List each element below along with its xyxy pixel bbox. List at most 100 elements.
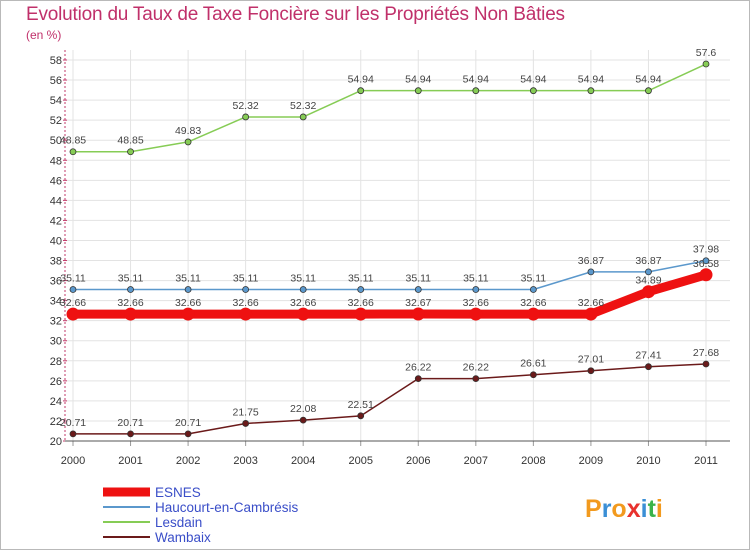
data-point (702, 360, 710, 368)
data-point (472, 87, 480, 95)
data-point (299, 416, 307, 424)
data-point (641, 285, 655, 299)
y-tick-label: 20 (50, 436, 62, 448)
y-tick-label: 24 (50, 396, 62, 408)
data-point (242, 420, 250, 427)
data-label: 54.94 (578, 74, 604, 86)
data-label: 48.85 (117, 135, 143, 147)
data-point (296, 307, 310, 321)
data-point (414, 286, 422, 293)
y-tick-label: 38 (50, 256, 62, 268)
data-point (357, 286, 365, 293)
data-point (184, 430, 192, 438)
axes (63, 50, 730, 446)
data-label: 35.11 (233, 273, 259, 285)
data-label: 26.22 (463, 362, 489, 374)
logo-letter: t (648, 495, 657, 523)
series-esnes (66, 268, 713, 321)
logo-letter: i (641, 495, 648, 523)
y-tick-label: 42 (50, 215, 62, 227)
data-label: 20.71 (175, 417, 201, 429)
series-line (72, 259, 707, 291)
data-point (414, 375, 422, 383)
logo-letter: P (585, 495, 602, 523)
data-point (299, 113, 307, 121)
data-label: 35.11 (406, 273, 432, 285)
data-label: 35.11 (118, 273, 144, 285)
data-point (357, 412, 365, 420)
series-line (68, 270, 711, 319)
data-point (587, 367, 595, 375)
data-label: 22.08 (290, 403, 316, 415)
data-label: 27.41 (635, 350, 661, 362)
data-label: 27.01 (578, 354, 604, 366)
data-point (69, 430, 77, 438)
data-point (124, 307, 138, 321)
data-point (66, 307, 80, 321)
data-label: 35.11 (290, 273, 316, 285)
data-point (702, 257, 710, 265)
logo-letter: i (656, 495, 663, 523)
data-point (239, 307, 253, 321)
y-tick-label: 56 (50, 75, 62, 87)
logo-letter: x (627, 495, 641, 523)
y-tick-label: 36 (50, 276, 62, 288)
data-label: 32.66 (578, 297, 604, 309)
data-label: 32.66 (175, 297, 201, 309)
y-tick-label: 26 (50, 376, 62, 388)
data-point (127, 286, 134, 293)
x-tick-labels: 2000 2001 2002 2003 2004 2005 2006 2007 2008 2009… (61, 455, 718, 467)
x-tick-label: 2000 (61, 455, 85, 467)
data-label: 32.66 (60, 297, 86, 309)
data-label: 49.83 (175, 125, 201, 137)
data-point (69, 148, 77, 156)
data-label: 36.87 (578, 255, 604, 267)
series-wambaix (69, 360, 710, 438)
data-label: 32.66 (520, 297, 546, 309)
data-label: 34.89 (635, 275, 661, 287)
data-label: 48.85 (60, 135, 86, 147)
data-label: 37.98 (693, 244, 719, 256)
data-point (472, 375, 480, 383)
y-tick-label: 58 (50, 55, 62, 67)
legend-label: ESNES (155, 485, 201, 500)
y-axis-unit: (en %) (26, 28, 62, 42)
data-label: 20.71 (117, 417, 143, 429)
data-point (411, 307, 425, 321)
data-label: 32.66 (290, 297, 316, 309)
series-haucourt-en-cambr-sis (69, 257, 710, 293)
data-label: 20.71 (60, 417, 86, 429)
y-tick-label: 48 (50, 155, 62, 167)
data-point (587, 268, 595, 276)
data-point (184, 138, 192, 146)
data-label: 35.11 (175, 273, 201, 285)
data-point (357, 87, 365, 95)
x-tick-label: 2003 (233, 455, 257, 467)
data-label: 54.94 (405, 74, 431, 86)
x-tick-label: 2006 (406, 455, 430, 467)
y-tick-labels: 20 22 24 26 28 30 32 34 36 38 40 42 44 46 48 50 52 54 56 58 (50, 55, 62, 448)
y-tick-label: 22 (50, 416, 62, 428)
x-tick-label: 2011 (694, 455, 718, 467)
logo-letter: r (602, 495, 612, 523)
series-line (72, 63, 707, 153)
data-label: 32.66 (348, 297, 374, 309)
legend-label: Haucourt-en-Cambrésis (155, 500, 299, 515)
y-tick-label: 30 (50, 336, 62, 348)
data-label: 22.51 (348, 399, 374, 411)
y-tick-label: 40 (50, 235, 62, 247)
y-tick-label: 28 (50, 356, 62, 368)
data-point (354, 307, 368, 321)
x-tick-label: 2001 (118, 455, 142, 467)
y-tick-label: 50 (50, 135, 62, 147)
x-tick-label: 2004 (291, 455, 315, 467)
data-label: 54.94 (463, 74, 489, 86)
data-label: 26.61 (520, 358, 546, 370)
data-point (469, 307, 483, 321)
data-point (529, 87, 537, 95)
data-label: 32.67 (405, 297, 431, 309)
data-point (645, 363, 652, 371)
series-lesdain (69, 60, 710, 156)
